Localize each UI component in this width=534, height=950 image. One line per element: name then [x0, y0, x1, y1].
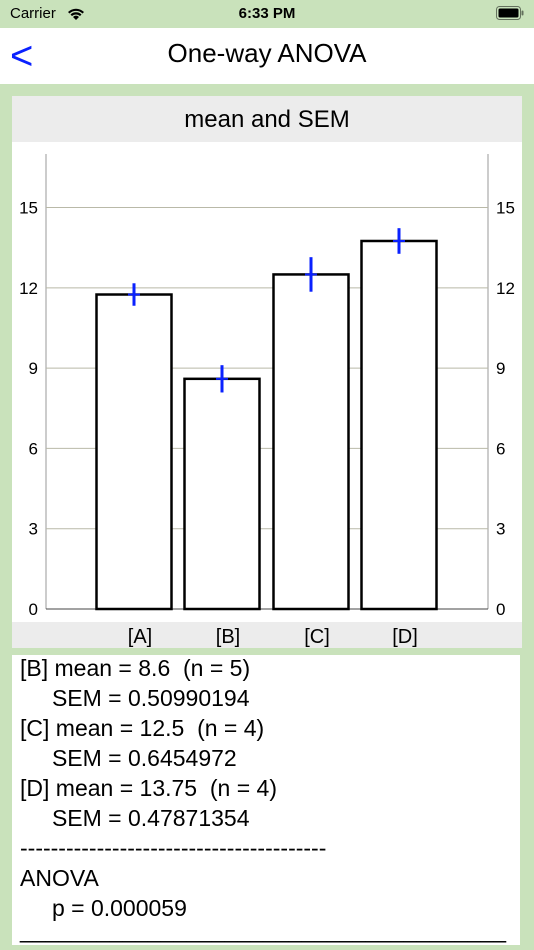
- x-axis-label-bar: [12, 622, 522, 648]
- chart-title: mean and SEM: [12, 96, 522, 142]
- page-title: One-way ANOVA: [167, 38, 367, 68]
- result-line: ANOVA: [20, 865, 99, 891]
- y-tick-label-left: 0: [29, 600, 38, 619]
- battery-icon: [496, 6, 524, 20]
- nav-bar: < One-way ANOVA: [0, 28, 534, 84]
- chart-panel: mean and SEM 0 0 3 3 6 6 9 9 12 12 15 15 [A] [B] [C] [D…: [12, 96, 522, 648]
- y-tick-label-left: 3: [29, 520, 38, 539]
- y-tick-label-right: 3: [496, 520, 505, 539]
- bar: [360, 239, 438, 611]
- back-button[interactable]: <: [10, 34, 34, 78]
- result-line: p = 0.000059: [20, 895, 187, 921]
- bar: [272, 273, 350, 611]
- bar: [183, 377, 261, 611]
- bar-chart: 0 0 3 3 6 6 9 9 12 12 15 15 [A] [B] [C] [D]: [19, 154, 515, 648]
- separator-line: ----------------------------------------: [20, 835, 327, 861]
- status-time: 6:33 PM: [238, 5, 296, 22]
- result-line: [D] mean = 13.75 (n = 4): [20, 775, 277, 801]
- y-tick-label-left: 12: [19, 279, 38, 298]
- carrier-label: Carrier: [10, 5, 56, 22]
- x-tick-label: [A]: [128, 626, 152, 648]
- bar: [95, 293, 173, 611]
- x-tick-label: [D]: [392, 626, 418, 648]
- y-tick-label-right: 0: [496, 600, 505, 619]
- separator-line: ______________________________________: [20, 917, 507, 943]
- wifi-icon: [68, 8, 84, 20]
- status-bar: Carrier 6:33 PM: [0, 0, 534, 28]
- x-tick-label: [B]: [216, 626, 240, 648]
- result-line: SEM = 0.50990194: [20, 685, 250, 711]
- results-text[interactable]: [B] mean = 8.6 (n = 5) SEM = 0.50990194 …: [12, 655, 520, 945]
- x-tick-label: [C]: [304, 626, 330, 648]
- result-line: SEM = 0.6454972: [20, 745, 237, 771]
- result-line: [B] mean = 8.6 (n = 5): [20, 655, 251, 681]
- y-tick-label-left: 9: [29, 359, 38, 378]
- y-tick-label-right: 15: [496, 199, 515, 218]
- y-tick-label-left: 15: [19, 199, 38, 218]
- y-tick-label-right: 6: [496, 439, 505, 458]
- y-tick-label-left: 6: [29, 439, 38, 458]
- result-line: [C] mean = 12.5 (n = 4): [20, 715, 265, 741]
- y-tick-label-right: 9: [496, 359, 505, 378]
- y-tick-label-right: 12: [496, 279, 515, 298]
- result-line: SEM = 0.47871354: [20, 805, 250, 831]
